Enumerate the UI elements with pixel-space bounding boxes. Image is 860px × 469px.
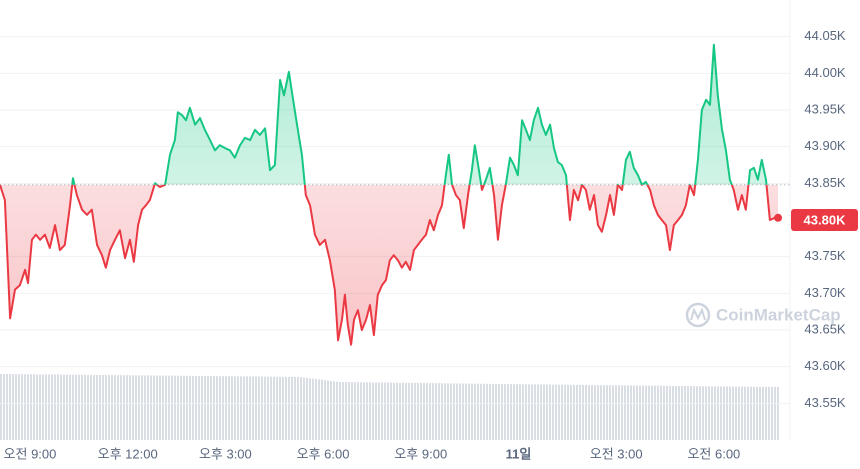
x-tick-label: 오후 3:00 bbox=[199, 446, 252, 461]
area-up bbox=[0, 44, 779, 185]
area-down bbox=[0, 184, 779, 345]
volume-bars bbox=[0, 374, 780, 440]
y-tick-label: 43.90K bbox=[804, 138, 846, 153]
y-tick-label: 43.65K bbox=[804, 321, 846, 336]
x-tick-label: 오전 6:00 bbox=[687, 446, 740, 461]
watermark: CoinMarketCap bbox=[685, 302, 841, 328]
y-tick-label: 43.75K bbox=[804, 248, 846, 263]
price-line bbox=[0, 184, 779, 346]
x-tick-label: 오후 9:00 bbox=[394, 446, 447, 461]
x-tick-label: 오전 3:00 bbox=[590, 446, 643, 461]
last-point bbox=[774, 213, 783, 222]
y-tick-label: 43.95K bbox=[804, 101, 846, 116]
y-tick-label: 44.05K bbox=[804, 28, 846, 43]
price-tag bbox=[791, 209, 858, 231]
x-tick-label: 오후 12:00 bbox=[98, 446, 158, 461]
y-tick-label: 44.00K bbox=[804, 65, 846, 80]
y-tick-label: 43.70K bbox=[804, 285, 846, 300]
x-tick-label: 오후 6:00 bbox=[297, 446, 350, 461]
watermark-text: CoinMarketCap bbox=[716, 305, 841, 324]
y-tick-label: 43.85K bbox=[804, 175, 846, 190]
price-tag-label: 43.80K bbox=[804, 212, 847, 227]
y-tick-label: 43.55K bbox=[804, 395, 846, 410]
x-tick-label: 11일 bbox=[506, 446, 532, 461]
x-tick-label: 오전 9:00 bbox=[4, 446, 57, 461]
y-tick-label: 43.60K bbox=[804, 358, 846, 373]
